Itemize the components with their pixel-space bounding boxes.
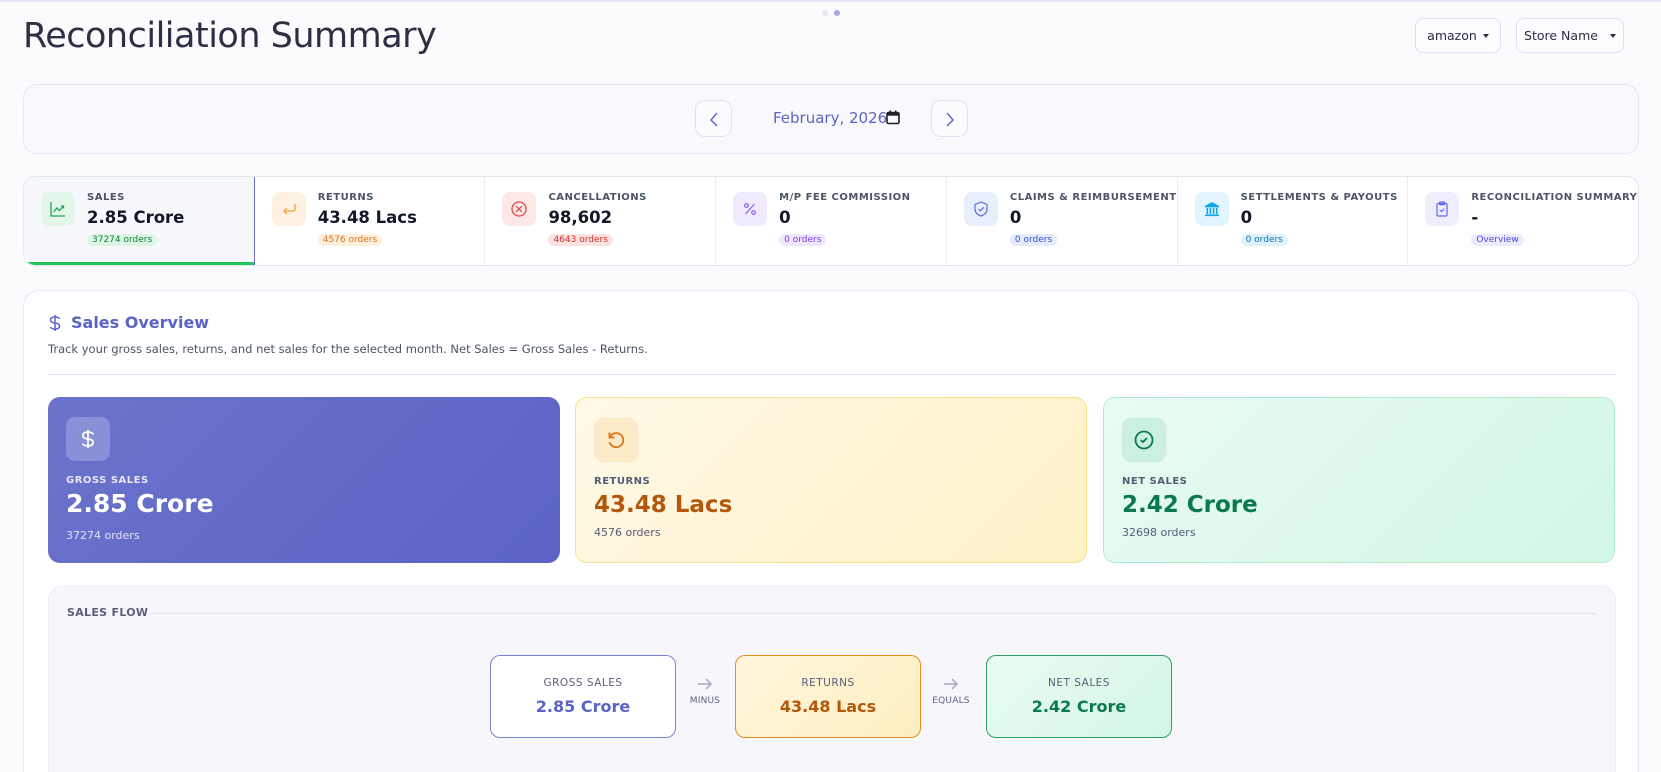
tab-value: - xyxy=(1471,208,1479,227)
percent-icon xyxy=(733,192,768,226)
caret-down-icon xyxy=(1609,33,1616,38)
flow-gross-sales: GROSS SALES 2.85 Crore xyxy=(490,655,676,738)
operator-label: EQUALS xyxy=(932,696,970,706)
summary-tabs: SALES 2.85 Crore 37274 orders RETURNS 43… xyxy=(23,176,1639,266)
card-value: 2.85 Crore xyxy=(66,489,214,518)
month-selector: February, 2026 xyxy=(23,84,1639,154)
dollar-icon xyxy=(66,417,110,461)
flow-value: 2.85 Crore xyxy=(535,697,631,716)
net-sales-card: NET SALES 2.42 Crore 32698 orders xyxy=(1103,397,1615,563)
carousel-dot-active[interactable] xyxy=(834,10,840,16)
flow-net-sales: NET SALES 2.42 Crore xyxy=(986,655,1172,738)
tab-returns[interactable]: RETURNS 43.48 Lacs 4576 orders xyxy=(255,177,486,265)
orders-badge: 37274 orders xyxy=(87,234,158,246)
tab-value: 2.85 Crore xyxy=(87,208,185,227)
store-dropdown-label: Store Name xyxy=(1524,28,1598,43)
overview-badge: Overview xyxy=(1471,234,1524,246)
card-orders: 32698 orders xyxy=(1122,526,1196,539)
flow-operator-minus: MINUS xyxy=(680,677,730,706)
card-label: GROSS SALES xyxy=(66,475,149,486)
section-title: Sales Overview xyxy=(48,313,209,332)
calendar-icon[interactable] xyxy=(886,110,900,129)
flow-label: NET SALES xyxy=(1048,677,1110,689)
tab-label: CANCELLATIONS xyxy=(548,192,647,203)
marketplace-dropdown[interactable]: amazon xyxy=(1415,18,1501,53)
flow-label: RETURNS xyxy=(801,677,855,689)
tab-value: 0 xyxy=(1009,208,1022,227)
operator-label: MINUS xyxy=(689,696,721,706)
month-value[interactable]: February, 2026 xyxy=(773,109,888,127)
card-label: NET SALES xyxy=(1122,476,1188,487)
orders-badge: 4643 orders xyxy=(548,234,613,246)
bank-icon xyxy=(1194,192,1229,226)
carousel-dot[interactable] xyxy=(822,10,828,16)
clipboard-check-icon xyxy=(1425,192,1460,226)
prev-month-button[interactable] xyxy=(695,100,732,137)
flow-title: SALES FLOW xyxy=(67,606,149,619)
next-month-button[interactable] xyxy=(931,100,968,137)
section-title-text: Sales Overview xyxy=(71,313,210,332)
flow-returns: RETURNS 43.48 Lacs xyxy=(735,655,921,738)
tab-label: CLAIMS & REIMBURSEMENT xyxy=(1009,192,1177,203)
card-orders: 4576 orders xyxy=(594,526,661,539)
card-label: RETURNS xyxy=(594,476,651,487)
marketplace-dropdown-label: amazon xyxy=(1427,28,1477,43)
tab-reconciliation-summary[interactable]: RECONCILIATION SUMMARY - Overview xyxy=(1408,177,1638,265)
gross-sales-card: GROSS SALES 2.85 Crore 37274 orders xyxy=(48,397,560,563)
sales-flow-panel: SALES FLOW GROSS SALES 2.85 Crore MINUS … xyxy=(48,586,1616,772)
flow-value: 2.42 Crore xyxy=(1031,697,1127,716)
store-dropdown[interactable]: Store Name xyxy=(1516,18,1624,53)
flow-operator-equals: EQUALS xyxy=(926,677,976,706)
flow-label: GROSS SALES xyxy=(543,677,623,689)
tab-value: 98,602 xyxy=(548,208,613,227)
section-description: Track your gross sales, returns, and net… xyxy=(48,342,648,356)
page-title: Reconciliation Summary xyxy=(23,16,437,56)
orders-badge: 0 orders xyxy=(779,234,827,246)
tab-mp-fee-commission[interactable]: M/P FEE COMMISSION 0 0 orders xyxy=(716,177,947,265)
arrow-right-icon xyxy=(944,678,959,690)
caret-down-icon xyxy=(1482,33,1489,38)
card-value: 43.48 Lacs xyxy=(594,492,733,518)
chevron-right-icon xyxy=(945,112,954,126)
card-orders: 37274 orders xyxy=(66,529,140,542)
tab-label: SETTLEMENTS & PAYOUTS xyxy=(1240,192,1398,203)
returns-card: RETURNS 43.48 Lacs 4576 orders xyxy=(575,397,1087,563)
dollar-icon xyxy=(49,314,61,331)
flow-value: 43.48 Lacs xyxy=(779,697,877,716)
tab-value: 0 xyxy=(1240,208,1253,227)
chevron-left-icon xyxy=(709,112,718,126)
shield-check-icon xyxy=(963,192,998,226)
divider xyxy=(48,374,1615,375)
x-circle-icon xyxy=(502,192,537,226)
rotate-ccw-icon xyxy=(594,418,638,462)
arrow-right-icon xyxy=(698,678,713,690)
tab-sales[interactable]: SALES 2.85 Crore 37274 orders xyxy=(24,177,255,265)
trending-up-icon xyxy=(41,192,75,226)
tab-label: M/P FEE COMMISSION xyxy=(779,192,911,203)
divider xyxy=(149,613,1597,614)
tab-label: RETURNS xyxy=(317,192,374,203)
return-arrow-icon xyxy=(271,192,306,226)
tab-settlements-payouts[interactable]: SETTLEMENTS & PAYOUTS 0 0 orders xyxy=(1178,177,1409,265)
tab-claims-reimbursement[interactable]: CLAIMS & REIMBURSEMENT 0 0 orders xyxy=(947,177,1178,265)
carousel-dots xyxy=(822,10,840,16)
tab-value: 0 xyxy=(779,208,791,227)
tab-cancellations[interactable]: CANCELLATIONS 98,602 4643 orders xyxy=(485,177,717,265)
orders-badge: 4576 orders xyxy=(317,234,383,246)
tab-label: SALES xyxy=(87,192,125,203)
orders-badge: 0 orders xyxy=(1009,234,1058,246)
check-circle-icon xyxy=(1122,418,1166,462)
sales-overview-card: Sales Overview Track your gross sales, r… xyxy=(23,290,1639,772)
card-value: 2.42 Crore xyxy=(1122,492,1258,518)
tab-label: RECONCILIATION SUMMARY xyxy=(1471,192,1638,203)
tab-value: 43.48 Lacs xyxy=(317,208,417,227)
orders-badge: 0 orders xyxy=(1240,234,1288,246)
